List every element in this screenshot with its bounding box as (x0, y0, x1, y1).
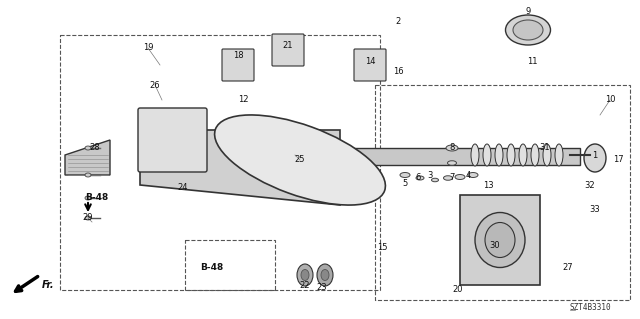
Text: 32: 32 (585, 181, 595, 189)
Ellipse shape (444, 176, 452, 180)
FancyBboxPatch shape (138, 108, 207, 172)
Text: 16: 16 (393, 68, 403, 77)
Text: 15: 15 (377, 243, 387, 253)
Ellipse shape (475, 212, 525, 268)
Ellipse shape (507, 144, 515, 166)
Ellipse shape (301, 270, 309, 280)
Ellipse shape (85, 216, 91, 220)
FancyBboxPatch shape (354, 49, 386, 81)
Text: 12: 12 (237, 95, 248, 105)
Text: 20: 20 (452, 286, 463, 294)
Text: Fr.: Fr. (42, 280, 54, 290)
Text: 19: 19 (143, 43, 153, 53)
Ellipse shape (495, 144, 503, 166)
Text: 7: 7 (449, 174, 454, 182)
Polygon shape (340, 148, 580, 165)
Ellipse shape (446, 145, 458, 151)
Text: B-48: B-48 (200, 263, 223, 272)
Text: 8: 8 (449, 144, 454, 152)
Ellipse shape (506, 15, 550, 45)
Ellipse shape (85, 196, 91, 200)
Text: 11: 11 (527, 57, 537, 66)
Text: 10: 10 (605, 95, 615, 105)
Text: 2: 2 (396, 18, 401, 26)
Text: 28: 28 (90, 144, 100, 152)
Ellipse shape (468, 173, 478, 177)
Text: 27: 27 (563, 263, 573, 272)
Text: 17: 17 (612, 155, 623, 165)
Text: 13: 13 (483, 181, 493, 189)
Ellipse shape (400, 173, 410, 177)
Ellipse shape (214, 115, 385, 205)
Text: SZT4B3310: SZT4B3310 (570, 303, 612, 312)
Ellipse shape (513, 20, 543, 40)
Text: 22: 22 (300, 280, 310, 290)
Ellipse shape (416, 176, 424, 180)
Ellipse shape (455, 174, 465, 180)
Text: 24: 24 (178, 183, 188, 192)
FancyBboxPatch shape (222, 49, 254, 81)
Ellipse shape (555, 144, 563, 166)
Text: 5: 5 (403, 179, 408, 188)
Text: 4: 4 (465, 170, 470, 180)
Text: 31: 31 (540, 144, 550, 152)
Text: 26: 26 (150, 80, 160, 90)
Ellipse shape (297, 264, 313, 286)
Ellipse shape (543, 144, 551, 166)
Ellipse shape (485, 222, 515, 257)
Ellipse shape (519, 144, 527, 166)
Text: 23: 23 (317, 284, 327, 293)
Text: 29: 29 (83, 213, 93, 222)
Ellipse shape (321, 270, 329, 280)
Text: 3: 3 (428, 170, 433, 180)
Text: 6: 6 (415, 174, 420, 182)
Ellipse shape (483, 144, 491, 166)
Text: 18: 18 (233, 50, 243, 60)
Text: 21: 21 (283, 41, 293, 49)
Polygon shape (140, 130, 340, 205)
Text: 30: 30 (490, 241, 500, 249)
FancyBboxPatch shape (272, 34, 304, 66)
Ellipse shape (85, 173, 91, 177)
Ellipse shape (447, 161, 456, 165)
Ellipse shape (317, 264, 333, 286)
Ellipse shape (431, 178, 438, 182)
Ellipse shape (471, 144, 479, 166)
Ellipse shape (85, 146, 91, 150)
Text: 9: 9 (525, 8, 531, 17)
Text: 1: 1 (593, 151, 598, 160)
Text: 33: 33 (589, 205, 600, 214)
Text: B-48: B-48 (85, 193, 108, 202)
Polygon shape (460, 195, 540, 285)
Text: 25: 25 (295, 155, 305, 165)
Text: 14: 14 (365, 57, 375, 66)
Ellipse shape (584, 144, 606, 172)
Ellipse shape (531, 144, 539, 166)
Polygon shape (65, 140, 110, 175)
